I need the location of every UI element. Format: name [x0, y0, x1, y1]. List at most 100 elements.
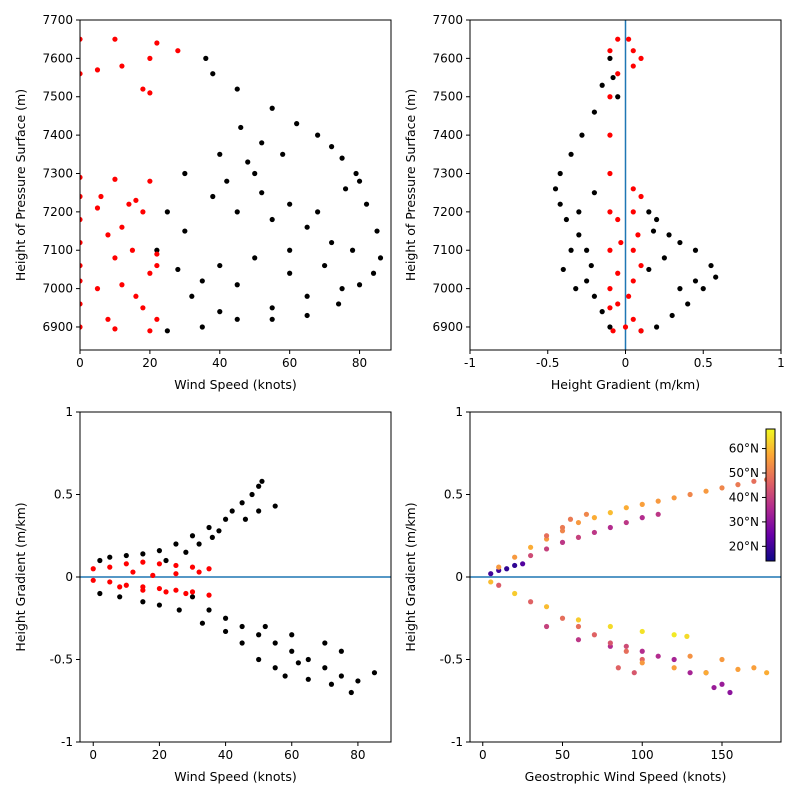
data-point-s0-30	[639, 515, 645, 521]
colorbar-tick-label: 40°N	[729, 490, 759, 504]
data-point-s0-27	[591, 529, 598, 536]
data-point-s0-24	[252, 170, 258, 177]
data-point-s1-10	[80, 174, 83, 180]
data-point-s0-25	[156, 602, 163, 608]
data-point-s1-5	[119, 63, 125, 69]
data-point-s0-4	[294, 121, 300, 127]
y-tick-label: 1	[455, 405, 463, 419]
data-point-s0-11	[259, 478, 265, 484]
data-point-s1-34	[147, 328, 153, 334]
y-tick-label: -1	[61, 735, 73, 749]
data-point-s0-29	[623, 519, 629, 526]
x-axis-label: Geostrophic Wind Speed (knots)	[525, 769, 727, 784]
data-point-s1-6	[189, 564, 196, 570]
data-point-s1-6	[607, 48, 613, 54]
data-point-s1-19	[206, 592, 212, 598]
data-point-s0-48	[623, 648, 629, 654]
data-point-s0-51	[282, 673, 288, 679]
data-point-s1-5	[173, 562, 179, 569]
y-tick-label: 7200	[42, 205, 73, 219]
data-point-s0-19	[666, 232, 672, 238]
data-point-s0-36	[661, 255, 667, 261]
x-tick-label: 20	[142, 356, 157, 370]
y-tick-label: 0.5	[444, 488, 463, 502]
data-point-s0-16	[671, 495, 677, 501]
data-point-s1-9	[173, 571, 179, 577]
data-point-s0-4	[156, 548, 163, 554]
data-point-s0-3	[512, 562, 518, 569]
data-point-s0-41	[259, 190, 265, 196]
y-tick-label: 0.5	[54, 488, 73, 502]
data-point-s0-3	[140, 551, 146, 557]
colorbar-gradient	[765, 428, 776, 562]
data-point-s0-26	[189, 594, 196, 600]
data-point-s0-50	[631, 670, 637, 676]
data-point-s0-39	[575, 617, 582, 623]
data-point-s0-66	[735, 666, 741, 673]
data-point-s0-14	[216, 528, 222, 534]
data-point-s0-19	[719, 485, 725, 491]
data-point-s0-55	[639, 648, 645, 654]
data-point-s0-9	[356, 178, 363, 184]
data-point-s1-12	[90, 577, 96, 583]
data-point-s1-17	[173, 587, 179, 593]
data-point-s0-42	[671, 632, 677, 638]
data-point-s1-30	[140, 305, 146, 311]
x-tick-label: 40	[212, 356, 227, 370]
data-point-s0-36	[287, 270, 293, 276]
data-point-s0-51	[269, 316, 275, 322]
data-point-s0-39	[315, 209, 321, 215]
data-point-s0-5	[557, 170, 563, 177]
data-point-s0-23	[117, 594, 123, 600]
data-point-s0-67	[764, 670, 770, 676]
data-point-s0-33	[305, 656, 311, 663]
data-point-s0-34	[583, 511, 590, 517]
data-point-s0-20	[196, 541, 202, 547]
data-point-s0-47	[154, 247, 160, 253]
data-point-s0-12	[374, 228, 380, 234]
x-tick-label: 0	[89, 748, 97, 762]
data-point-s1-12	[607, 286, 613, 292]
y-axis-label: Height of Pressure Surface (m)	[13, 89, 28, 281]
x-tick-label: 0	[479, 748, 487, 762]
data-point-s0-42	[245, 159, 251, 165]
data-point-s0-5	[496, 564, 502, 570]
data-point-s0-23	[713, 274, 719, 280]
data-point-s1-3	[638, 55, 644, 61]
data-point-s0-39	[692, 278, 699, 284]
y-tick-label: 7400	[432, 128, 463, 142]
x-tick-label: 20	[152, 748, 167, 762]
data-point-s0-0	[97, 557, 103, 564]
data-point-s1-15	[94, 205, 101, 211]
data-point-s1-4	[630, 63, 636, 69]
data-point-s0-35	[338, 673, 344, 679]
data-point-s0-19	[183, 549, 189, 555]
data-point-s0-37	[646, 266, 652, 273]
y-tick-label: 7000	[42, 282, 73, 296]
data-point-s0-5	[315, 132, 321, 138]
data-point-s1-24	[626, 293, 632, 299]
data-point-s1-8	[196, 569, 202, 575]
data-point-s0-11	[591, 515, 598, 521]
data-point-s1-9	[607, 170, 613, 177]
data-point-s0-10	[584, 247, 590, 253]
data-point-s1-38	[133, 293, 139, 299]
y-tick-label: 6900	[42, 320, 73, 334]
data-point-s0-25	[685, 301, 691, 307]
data-point-s0-52	[305, 676, 311, 682]
data-point-s0-28	[269, 216, 275, 223]
data-point-s1-19	[105, 232, 111, 238]
data-point-s0-2	[504, 566, 510, 572]
data-point-s1-24	[80, 262, 83, 269]
data-point-s0-0	[203, 55, 209, 61]
data-point-s0-40	[607, 623, 613, 630]
data-point-s0-25	[224, 178, 230, 184]
data-point-s1-4	[156, 561, 163, 567]
data-point-s1-11	[607, 247, 613, 253]
data-point-s1-18	[189, 589, 196, 595]
data-point-s1-14	[123, 582, 129, 588]
y-axis-label: Height Gradient (m/km)	[13, 502, 28, 651]
data-point-s0-3	[579, 132, 585, 138]
data-point-s1-26	[80, 278, 83, 284]
data-point-s0-31	[573, 286, 579, 292]
